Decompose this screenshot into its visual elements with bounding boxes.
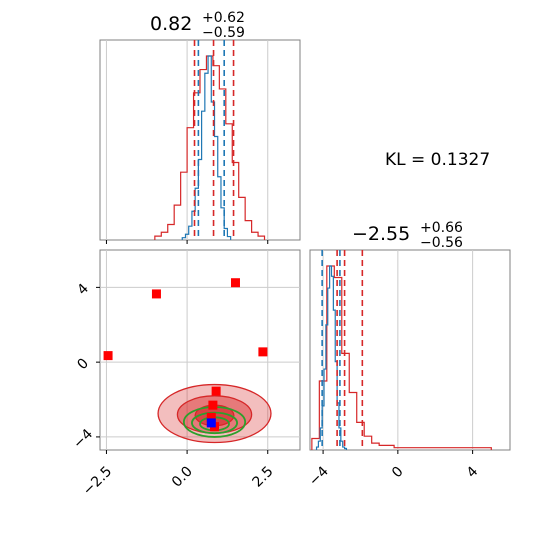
right-x-tick-label: −4: [306, 463, 332, 489]
truth-marker: [103, 351, 113, 361]
truth-marker: [208, 400, 218, 410]
title-param1-minus: −0.59: [202, 25, 245, 41]
contour-line-b: [157, 383, 272, 444]
title-param2-plus: +0.66: [420, 220, 463, 236]
histograms: [154, 55, 492, 450]
title-param1-plus: +0.62: [202, 10, 245, 26]
truth-marker: [206, 412, 216, 422]
right-x-tick-label: 4: [464, 463, 482, 481]
histogram-param1-b: [154, 55, 266, 240]
title-param1: 0.82: [150, 13, 192, 35]
axis-ticks: −2.5 0.0 2.5 −4 0 4 −4 0 4: [70, 240, 482, 499]
joint-y-tick-label: −4: [70, 426, 96, 452]
histogram-param2-a: [315, 265, 348, 450]
reference-marker: [206, 418, 216, 428]
marginal-panel-param1: [99, 39, 301, 241]
joint-x-tick-label: 0.0: [169, 464, 196, 491]
joint-y-tick-label: 0: [74, 356, 92, 374]
histogram-param1-a: [181, 55, 232, 240]
joint-panel: [99, 249, 301, 451]
quantile-lines: [193, 40, 364, 450]
contour-line-a: [191, 411, 238, 435]
truth-marker: [258, 347, 268, 357]
grid-lines: [100, 40, 474, 450]
scatter-markers: [103, 278, 268, 432]
marginal-panel-param2: [309, 249, 511, 451]
title-param2: −2.55: [352, 223, 410, 245]
joint-x-tick-label: −2.5: [80, 464, 115, 499]
joint-x-tick-label: 2.5: [250, 464, 277, 491]
truth-marker: [211, 386, 221, 396]
title-param2-minus: −0.56: [420, 235, 463, 251]
right-x-tick-label: 0: [389, 464, 407, 482]
truth-marker: [230, 278, 240, 288]
truth-marker: [151, 289, 161, 299]
joint-y-tick-label: 4: [74, 281, 92, 299]
histogram-param2-b: [311, 265, 492, 450]
kl-annotation: KL = 0.1327: [385, 150, 490, 170]
